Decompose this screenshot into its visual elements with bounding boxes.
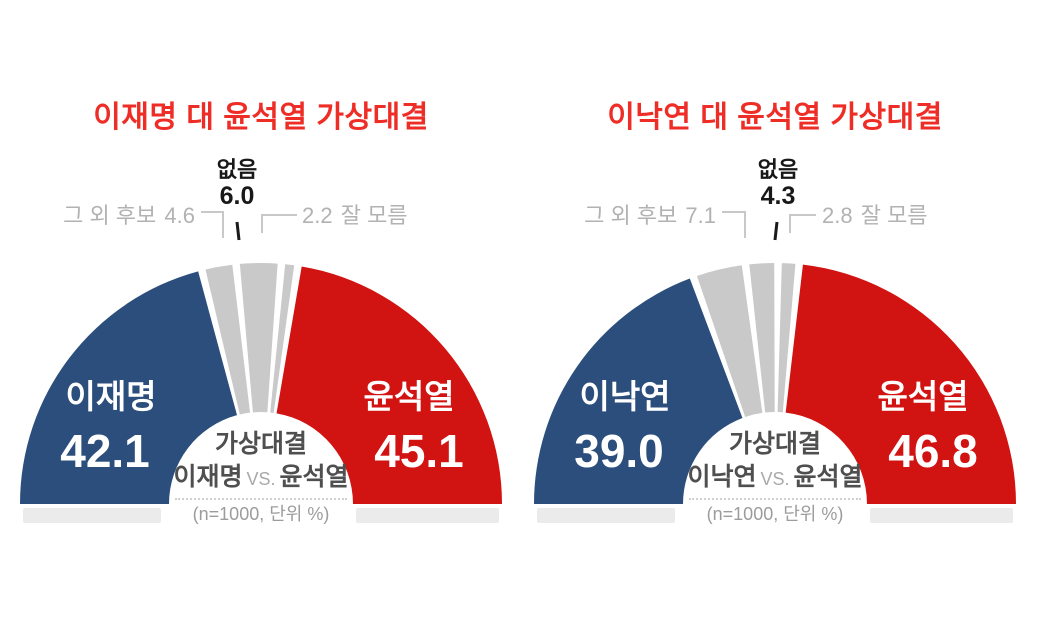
others-connector-line bbox=[201, 211, 224, 238]
none-callout: 없음 6.0 bbox=[177, 158, 297, 209]
dontknow-value: 2.8 bbox=[822, 203, 853, 228]
dontknow-callout: 2.2 잘 모름 bbox=[300, 198, 408, 230]
center-name-left: 이낙연 bbox=[687, 462, 757, 491]
none-value: 4.3 bbox=[760, 182, 796, 211]
dotted-divider bbox=[689, 498, 861, 500]
candidate-name-red: 윤석열 bbox=[877, 378, 969, 415]
dontknow-callout: 2.8 잘 모름 bbox=[820, 198, 928, 230]
none-pointer-tick bbox=[235, 221, 241, 241]
center-caption-line2: 이재명 VS. 윤석열 bbox=[151, 462, 371, 492]
dotted-divider bbox=[175, 498, 347, 500]
chart-title: 이낙연 대 윤석열 가상대결 bbox=[607, 101, 943, 134]
sample-note: (n=1000, 단위 %) bbox=[706, 504, 844, 524]
center-caption-line1: 가상대결 bbox=[214, 430, 307, 458]
others-label: 그 외 후보 bbox=[584, 203, 678, 228]
segment-yoon-seok-youl bbox=[785, 264, 1016, 504]
dontknow-connector-line bbox=[789, 214, 816, 233]
segment-other-candidates bbox=[696, 265, 763, 417]
candidate-value-red: 45.1 bbox=[374, 425, 464, 477]
candidate-value-blue: 42.1 bbox=[60, 425, 150, 477]
segment-yoon-seok-youl bbox=[276, 266, 502, 504]
segment-other-candidates bbox=[205, 264, 251, 415]
chart-base-shadow-right bbox=[870, 508, 1013, 523]
chart-left: 이재명 대 윤석열 가상대결 없음 6.0 그 외 후보 4.6 2.2 잘 모… bbox=[60, 101, 464, 525]
candidate-value-red: 46.8 bbox=[888, 425, 978, 477]
others-connector-line bbox=[722, 211, 746, 238]
dontknow-value: 2.2 bbox=[302, 203, 333, 228]
center-vs: VS. bbox=[246, 468, 276, 489]
segment-lee-jae-myung bbox=[19, 271, 237, 504]
segment-lee-nak-yeon bbox=[534, 278, 743, 504]
center-caption: 가상대결 이재명 VS. 윤석열 (n=1000, 단위 %) bbox=[151, 430, 371, 525]
none-value: 6.0 bbox=[219, 182, 255, 211]
chart-right: 이낙연 대 윤석열 가상대결 없음 4.3 그 외 후보 7.1 2.8 잘 모… bbox=[514, 0, 1036, 637]
none-label: 없음 bbox=[216, 157, 258, 182]
chart-base-shadow-left bbox=[23, 508, 161, 523]
others-callout: 그 외 후보 7.1 bbox=[584, 198, 718, 230]
candidate-name-blue: 이재명 bbox=[65, 378, 157, 415]
candidate-name-blue: 이낙연 bbox=[579, 378, 671, 415]
others-callout: 그 외 후보 4.6 bbox=[63, 198, 197, 230]
dontknow-connector-line bbox=[261, 214, 297, 233]
none-pointer-tick bbox=[773, 221, 779, 241]
segment-dont-know bbox=[777, 263, 796, 413]
center-caption: 가상대결 이낙연 VS. 윤석열 (n=1000, 단위 %) bbox=[665, 430, 885, 525]
center-name-right: 윤석열 bbox=[793, 462, 863, 491]
center-vs: VS. bbox=[760, 468, 790, 489]
none-callout: 없음 4.3 bbox=[718, 158, 838, 209]
segment-none bbox=[239, 263, 278, 413]
center-name-left: 이재명 bbox=[173, 462, 243, 491]
dontknow-label: 잘 모름 bbox=[340, 203, 408, 228]
center-caption-line1: 가상대결 bbox=[728, 430, 821, 458]
chart-base-shadow-right bbox=[356, 508, 499, 523]
chart-base-shadow-left bbox=[537, 508, 675, 523]
others-value: 4.6 bbox=[164, 203, 195, 228]
sample-note: (n=1000, 단위 %) bbox=[192, 504, 330, 524]
center-name-right: 윤석열 bbox=[279, 462, 349, 491]
chart-title: 이재명 대 윤석열 가상대결 bbox=[93, 101, 429, 134]
segment-none bbox=[749, 263, 775, 413]
segment-dont-know bbox=[270, 264, 295, 413]
candidate-value-blue: 39.0 bbox=[574, 425, 664, 477]
others-label: 그 외 후보 bbox=[63, 203, 157, 228]
candidate-name-red: 윤석열 bbox=[363, 378, 455, 415]
dontknow-label: 잘 모름 bbox=[860, 203, 928, 228]
none-label: 없음 bbox=[757, 157, 799, 182]
center-caption-line2: 이낙연 VS. 윤석열 bbox=[665, 462, 885, 492]
others-value: 7.1 bbox=[685, 203, 716, 228]
